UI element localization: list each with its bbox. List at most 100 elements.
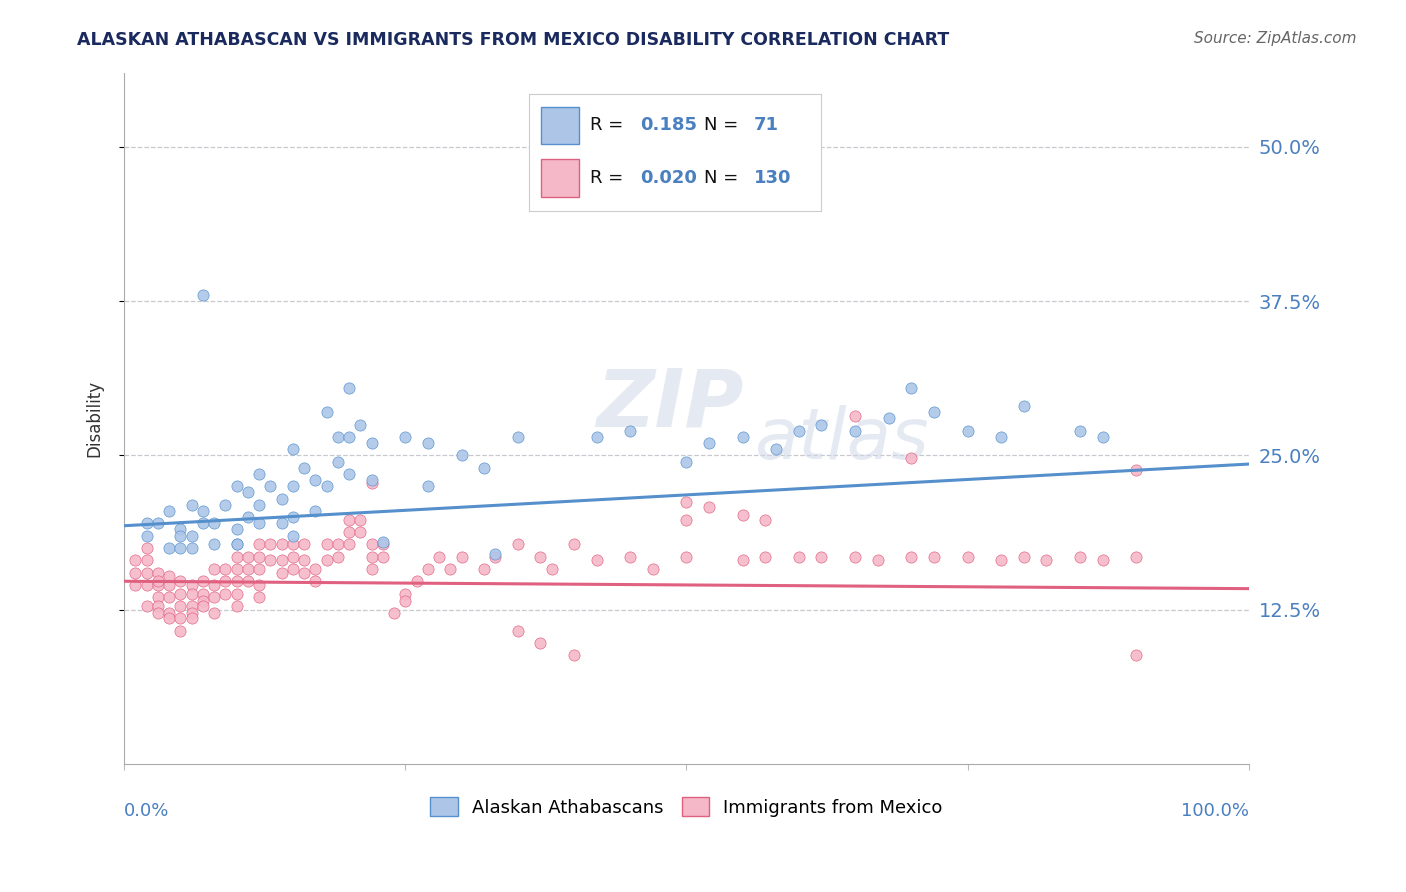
Point [169, 574, 191, 589]
Point [304, 473, 326, 487]
Point [349, 417, 371, 432]
Point [506, 537, 529, 551]
Point [157, 541, 180, 555]
Point [157, 611, 180, 625]
Point [157, 591, 180, 605]
Point [1125, 549, 1147, 564]
Point [281, 510, 304, 524]
Point [675, 512, 697, 526]
Point [292, 537, 315, 551]
Point [337, 380, 360, 394]
Point [1012, 549, 1035, 564]
Point [900, 380, 922, 394]
Point [292, 460, 315, 475]
Text: 0.0%: 0.0% [124, 802, 170, 820]
Point [675, 549, 697, 564]
Point [1069, 424, 1091, 438]
Text: atlas: atlas [754, 405, 928, 474]
Point [157, 607, 180, 621]
Point [180, 611, 202, 625]
Point [506, 430, 529, 444]
Point [866, 553, 889, 567]
Point [675, 454, 697, 468]
Point [225, 562, 247, 576]
Point [135, 599, 157, 613]
Point [315, 553, 337, 567]
Point [619, 424, 641, 438]
Point [304, 504, 326, 518]
Point [922, 549, 945, 564]
Point [810, 549, 832, 564]
Point [247, 498, 270, 512]
Point [844, 424, 866, 438]
Point [416, 436, 439, 450]
Point [225, 537, 247, 551]
Point [315, 537, 337, 551]
Point [270, 516, 292, 531]
Point [259, 537, 281, 551]
Point [731, 430, 754, 444]
Point [394, 586, 416, 600]
Point [394, 594, 416, 608]
Point [562, 537, 585, 551]
Point [191, 594, 214, 608]
Point [180, 578, 202, 592]
Point [191, 574, 214, 589]
Point [1069, 549, 1091, 564]
Point [754, 512, 776, 526]
Point [956, 549, 979, 564]
Point [844, 549, 866, 564]
Point [180, 541, 202, 555]
Point [281, 528, 304, 542]
Point [326, 537, 349, 551]
Point [214, 574, 236, 589]
Point [1125, 648, 1147, 663]
Point [225, 537, 247, 551]
Point [180, 528, 202, 542]
Point [124, 578, 146, 592]
Point [180, 586, 202, 600]
Legend: Alaskan Athabascans, Immigrants from Mexico: Alaskan Athabascans, Immigrants from Mex… [423, 790, 949, 824]
Point [247, 467, 270, 481]
Point [450, 449, 472, 463]
Point [675, 495, 697, 509]
Point [360, 549, 382, 564]
Point [315, 479, 337, 493]
Point [304, 562, 326, 576]
Point [281, 562, 304, 576]
Point [439, 562, 461, 576]
Point [202, 562, 225, 576]
Point [371, 537, 394, 551]
Point [371, 534, 394, 549]
Point [506, 624, 529, 638]
Point [247, 591, 270, 605]
Point [180, 607, 202, 621]
Point [360, 475, 382, 490]
Point [247, 549, 270, 564]
Point [382, 607, 405, 621]
Point [360, 537, 382, 551]
Text: ZIP: ZIP [596, 366, 744, 443]
Point [124, 553, 146, 567]
Point [135, 566, 157, 580]
Point [585, 553, 607, 567]
Point [281, 479, 304, 493]
Point [337, 524, 360, 539]
Point [787, 549, 810, 564]
Point [247, 562, 270, 576]
Point [191, 504, 214, 518]
Point [135, 541, 157, 555]
Point [292, 553, 315, 567]
Point [247, 537, 270, 551]
Point [697, 436, 720, 450]
Point [360, 473, 382, 487]
Point [169, 599, 191, 613]
Point [214, 586, 236, 600]
Point [202, 516, 225, 531]
Point [202, 607, 225, 621]
Point [765, 442, 787, 457]
Point [450, 549, 472, 564]
Point [169, 523, 191, 537]
Point [191, 586, 214, 600]
Point [427, 549, 450, 564]
